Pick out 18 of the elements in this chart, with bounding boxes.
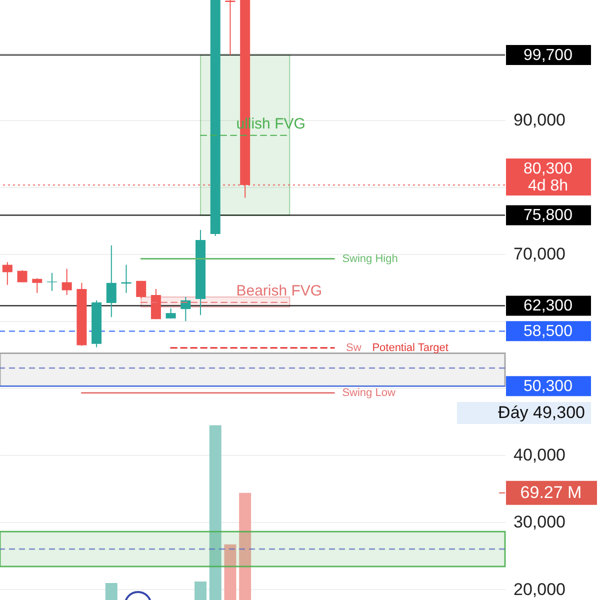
series-label: Swing High [342, 252, 398, 265]
y-tick-label: 70,000 [514, 244, 566, 264]
ref-line-label: 62,300 [524, 298, 573, 315]
ref-line-label: 99,700 [524, 46, 573, 64]
y-tick-label: 20,000 [514, 580, 566, 599]
ref-line-label: 80,300 4d 8h [524, 160, 573, 195]
y2-tick-label: 69.27 M [520, 482, 582, 502]
ref-line-label: 75,800 [524, 207, 573, 224]
ref-line-label: 58,500 [524, 323, 573, 340]
y-tick-label: 40,000 [514, 446, 566, 465]
annotation: Sw [346, 342, 362, 354]
text: Potential Target [372, 342, 448, 354]
y-tick-label: 90,000 [514, 110, 566, 130]
y-tick-label: 30,000 [514, 512, 566, 532]
series-label: Bearish FVG [236, 282, 322, 300]
series-label: Swing Low [342, 386, 396, 399]
annotation: Đáy 49,300 [498, 403, 585, 422]
ref-line-label: 50,300 [524, 378, 573, 396]
